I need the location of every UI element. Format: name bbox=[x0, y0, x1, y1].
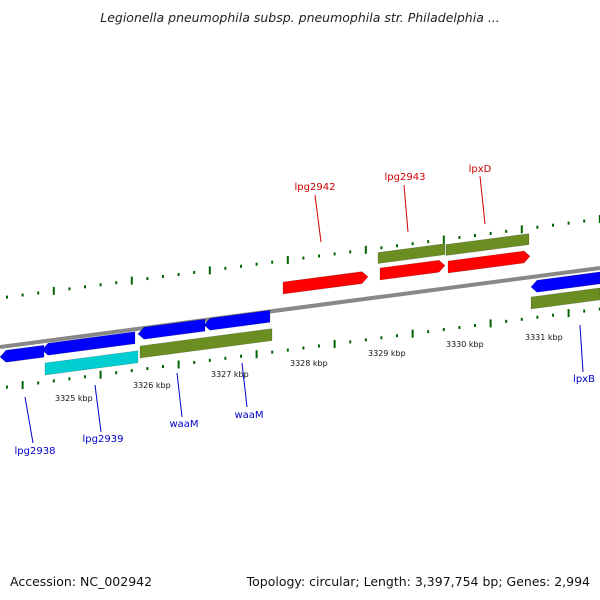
scale-label: 3327 kbp bbox=[211, 370, 249, 379]
accession-label: Accession: NC_002942 bbox=[10, 574, 153, 589]
gene-labels: lpg2942 lpg2943 lpxD lpg2938 lpg2939 waa… bbox=[15, 164, 596, 457]
gene-label-lpg2943[interactable]: lpg2943 bbox=[385, 172, 426, 183]
map-title: Legionella pneumophila subsp. pneumophil… bbox=[100, 10, 500, 25]
gene-label-lpxB[interactable]: lpxB bbox=[573, 374, 595, 385]
scale-label: 3331 kbp bbox=[525, 333, 563, 342]
genome-summary: Topology: circular; Length: 3,397,754 bp… bbox=[246, 574, 590, 589]
label-leader bbox=[94, 384, 102, 433]
scale-label: 3330 kbp bbox=[446, 340, 484, 349]
label-leader bbox=[24, 396, 34, 444]
gene-label-waaM[interactable]: waaM bbox=[169, 419, 198, 430]
feature-bar bbox=[530, 287, 600, 310]
scale-label: 3325 kbp bbox=[55, 394, 93, 403]
gene-label-lpg2942[interactable]: lpg2942 bbox=[295, 182, 336, 193]
gene-arrow-lpxB bbox=[530, 271, 600, 293]
scale-label: 3329 kbp bbox=[368, 349, 406, 358]
label-leader bbox=[314, 194, 322, 243]
feature-bar bbox=[445, 233, 530, 256]
gene-arrow-lpxD bbox=[447, 250, 531, 274]
gene-label-lpg2938[interactable]: lpg2938 bbox=[15, 446, 56, 457]
label-leader bbox=[176, 372, 183, 418]
scale-label: 3326 kbp bbox=[133, 381, 171, 390]
gene-arrow-waaM bbox=[137, 318, 206, 340]
gene-label-lpxD[interactable]: lpxD bbox=[469, 164, 492, 175]
gene-label-lpg2939[interactable]: lpg2939 bbox=[83, 434, 124, 445]
gene-arrow-lpg2939 bbox=[41, 331, 136, 356]
reverse-tick-track bbox=[6, 307, 600, 390]
label-leader bbox=[241, 362, 248, 408]
gene-arrow-lpg2942 bbox=[282, 271, 369, 295]
feature-bar bbox=[377, 243, 446, 264]
scale-labels: 3325 kbp 3326 kbp 3327 kbp 3328 kbp 3329… bbox=[55, 333, 563, 403]
label-leaders bbox=[24, 175, 584, 444]
label-leader bbox=[403, 184, 409, 233]
scale-label: 3328 kbp bbox=[290, 359, 328, 368]
feature-bar bbox=[44, 350, 139, 376]
genome-backbone bbox=[0, 266, 600, 349]
label-leader bbox=[579, 324, 584, 373]
feature-track bbox=[0, 233, 600, 376]
gene-arrow-lpg2943 bbox=[379, 259, 446, 281]
gene-label-waaM[interactable]: waaM bbox=[234, 410, 263, 421]
label-leader bbox=[479, 175, 486, 225]
gene-arrow-waaM bbox=[203, 309, 271, 331]
feature-bar bbox=[139, 328, 273, 359]
forward-tick-track bbox=[6, 215, 600, 299]
